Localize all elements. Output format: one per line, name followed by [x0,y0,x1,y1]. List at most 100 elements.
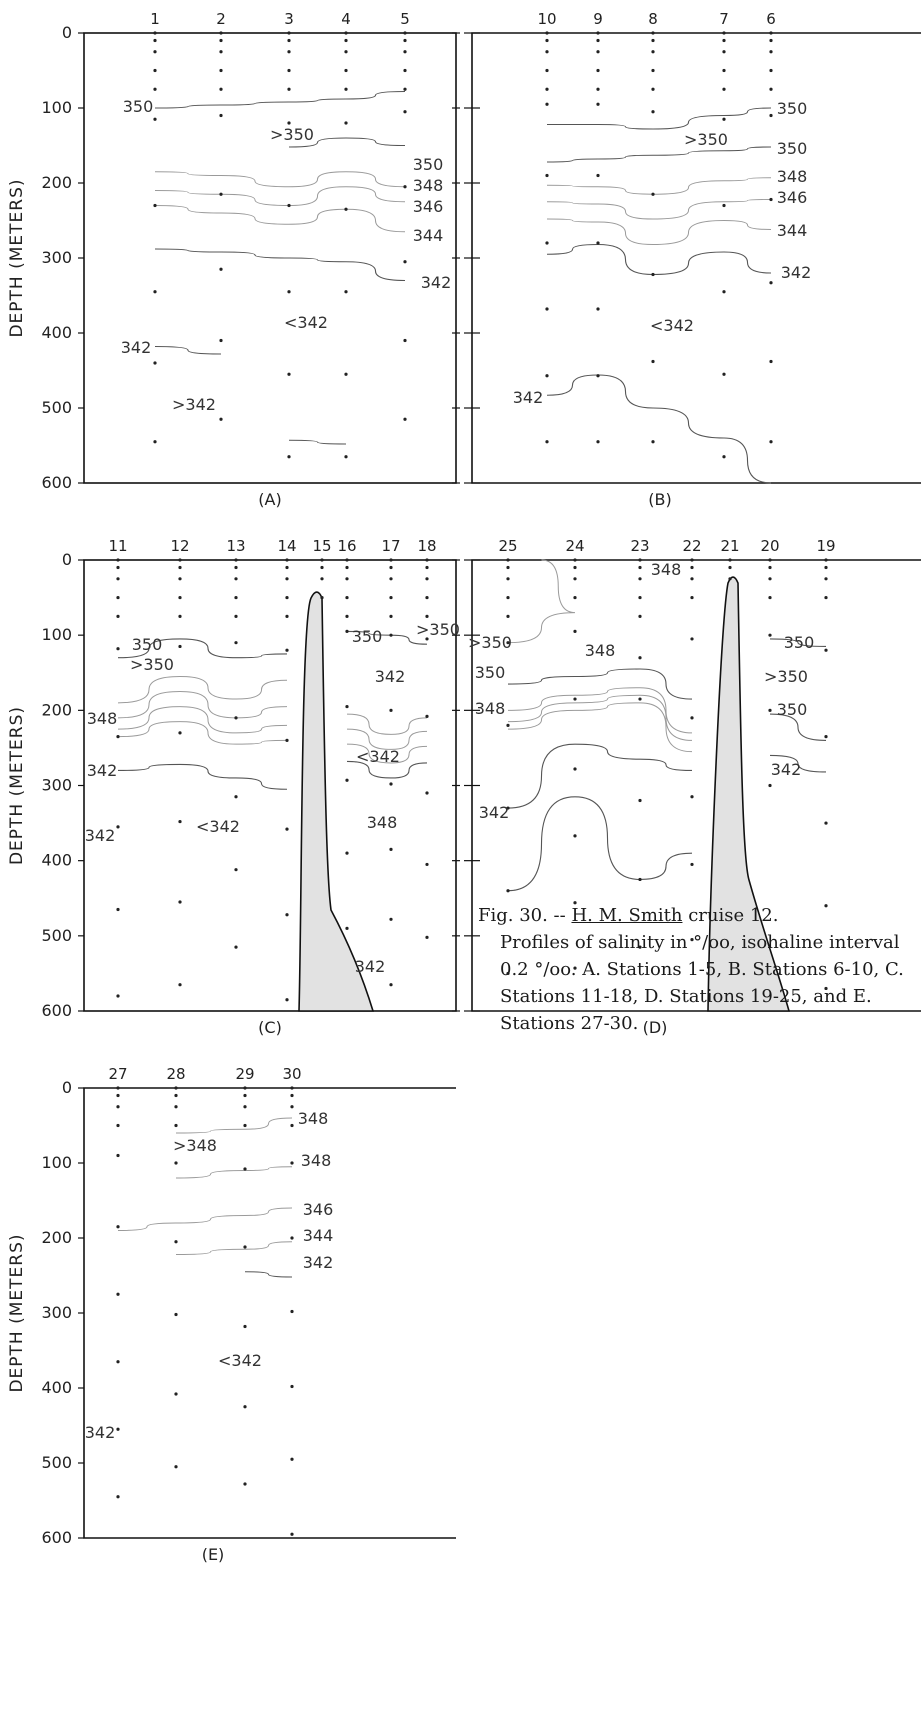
isohaline-label: 348 [298,1109,329,1128]
isohaline-label: >348 [173,1136,217,1155]
sample-point [722,68,726,73]
isohaline-label: 342 [87,761,118,780]
sample-point [425,714,429,718]
sample-point [638,945,642,949]
isohaline-label: 348 [301,1151,332,1170]
y-tick-label: 400 [41,323,72,342]
sample-point [116,1495,120,1499]
y-tick-label: 400 [41,1378,72,1397]
sample-point [596,374,600,378]
sample-point [219,68,223,73]
sample-point [769,68,773,73]
isohaline-350 [117,638,288,659]
sample-point [153,31,157,35]
sample-point [545,440,549,444]
sample-point [287,50,291,54]
sample-point [425,595,429,600]
sample-point [573,577,577,581]
sample-point [116,1093,120,1098]
y-tick-label: 400 [41,851,72,870]
sample-point [638,656,642,660]
sample-point [320,595,324,600]
sample-point [116,907,120,912]
sample-point [651,110,655,114]
sample-point [285,595,289,600]
station-label: 10 [537,10,556,28]
sample-point [116,647,120,651]
isohaline-348 [546,177,772,195]
sample-point [690,558,694,562]
sample-point [425,862,429,867]
sample-point [219,417,223,421]
station-label: 14 [277,537,296,555]
sample-point [174,1240,178,1244]
y-tick-label: 200 [41,1228,72,1247]
sample-point [344,31,348,35]
sample-point [178,819,182,824]
isohaline-346 [154,186,406,207]
sample-point [344,290,348,294]
sample-point [178,565,182,570]
sample-point [290,1086,294,1090]
sample-point [153,87,157,91]
caption-body: Profiles of salinity in °/oo, isohaline … [500,932,904,1034]
sample-point [596,87,600,91]
sample-point [769,113,773,118]
sample-point [287,372,291,376]
sample-point [344,121,348,125]
caption-lead-rest: cruise 12. [682,905,779,926]
sample-point [116,1105,120,1109]
sample-point [174,1312,178,1317]
sample-point [178,983,182,987]
sample-point [243,1123,247,1128]
y-tick-label: 200 [41,173,72,192]
sample-point [174,1465,178,1469]
isohaline-label: 350 [413,155,444,174]
sample-point [116,825,120,829]
sample-point [596,31,600,35]
sample-point [425,791,429,795]
sample-point [403,417,407,421]
sample-point [638,614,642,618]
sample-point [573,901,577,905]
station-label: 6 [766,10,776,28]
sample-point [768,783,772,788]
sample-point [389,917,393,921]
isohaline-342 [507,743,693,809]
station-label: 29 [235,1065,254,1083]
sample-point [403,31,407,35]
sample-point [769,50,773,54]
sample-point [290,1236,294,1240]
isohaline-348 [154,171,406,188]
sample-point [425,565,429,570]
sample-point [506,889,510,893]
sample-point [153,117,157,121]
sample-point [287,38,291,43]
sample-point [344,68,348,73]
station-label: 8 [648,10,658,28]
sample-point [219,87,223,91]
isohaline-label: 348 [413,176,444,195]
sample-point [403,50,407,54]
sample-point [243,1324,247,1329]
sample-point [403,185,407,189]
y-tick-label: 600 [41,473,72,492]
y-tick-label: 100 [41,1153,72,1172]
isohaline-342 [546,243,772,276]
sample-point [153,50,157,54]
sample-point [389,633,393,637]
sample-point [285,565,289,570]
station-label: 24 [565,537,584,555]
isohaline-label: 342 [121,338,152,357]
sample-point [285,827,289,831]
isohaline-label: <342 [218,1351,262,1370]
sample-point [545,38,549,43]
panel-label: (B) [648,490,671,509]
isohaline-348 [507,687,693,734]
sample-point [545,374,549,378]
station-label: 30 [282,1065,301,1083]
isohaline-label: 342 [781,263,812,282]
sample-point [506,614,510,618]
sample-point [506,971,510,976]
sample-point [573,629,577,634]
